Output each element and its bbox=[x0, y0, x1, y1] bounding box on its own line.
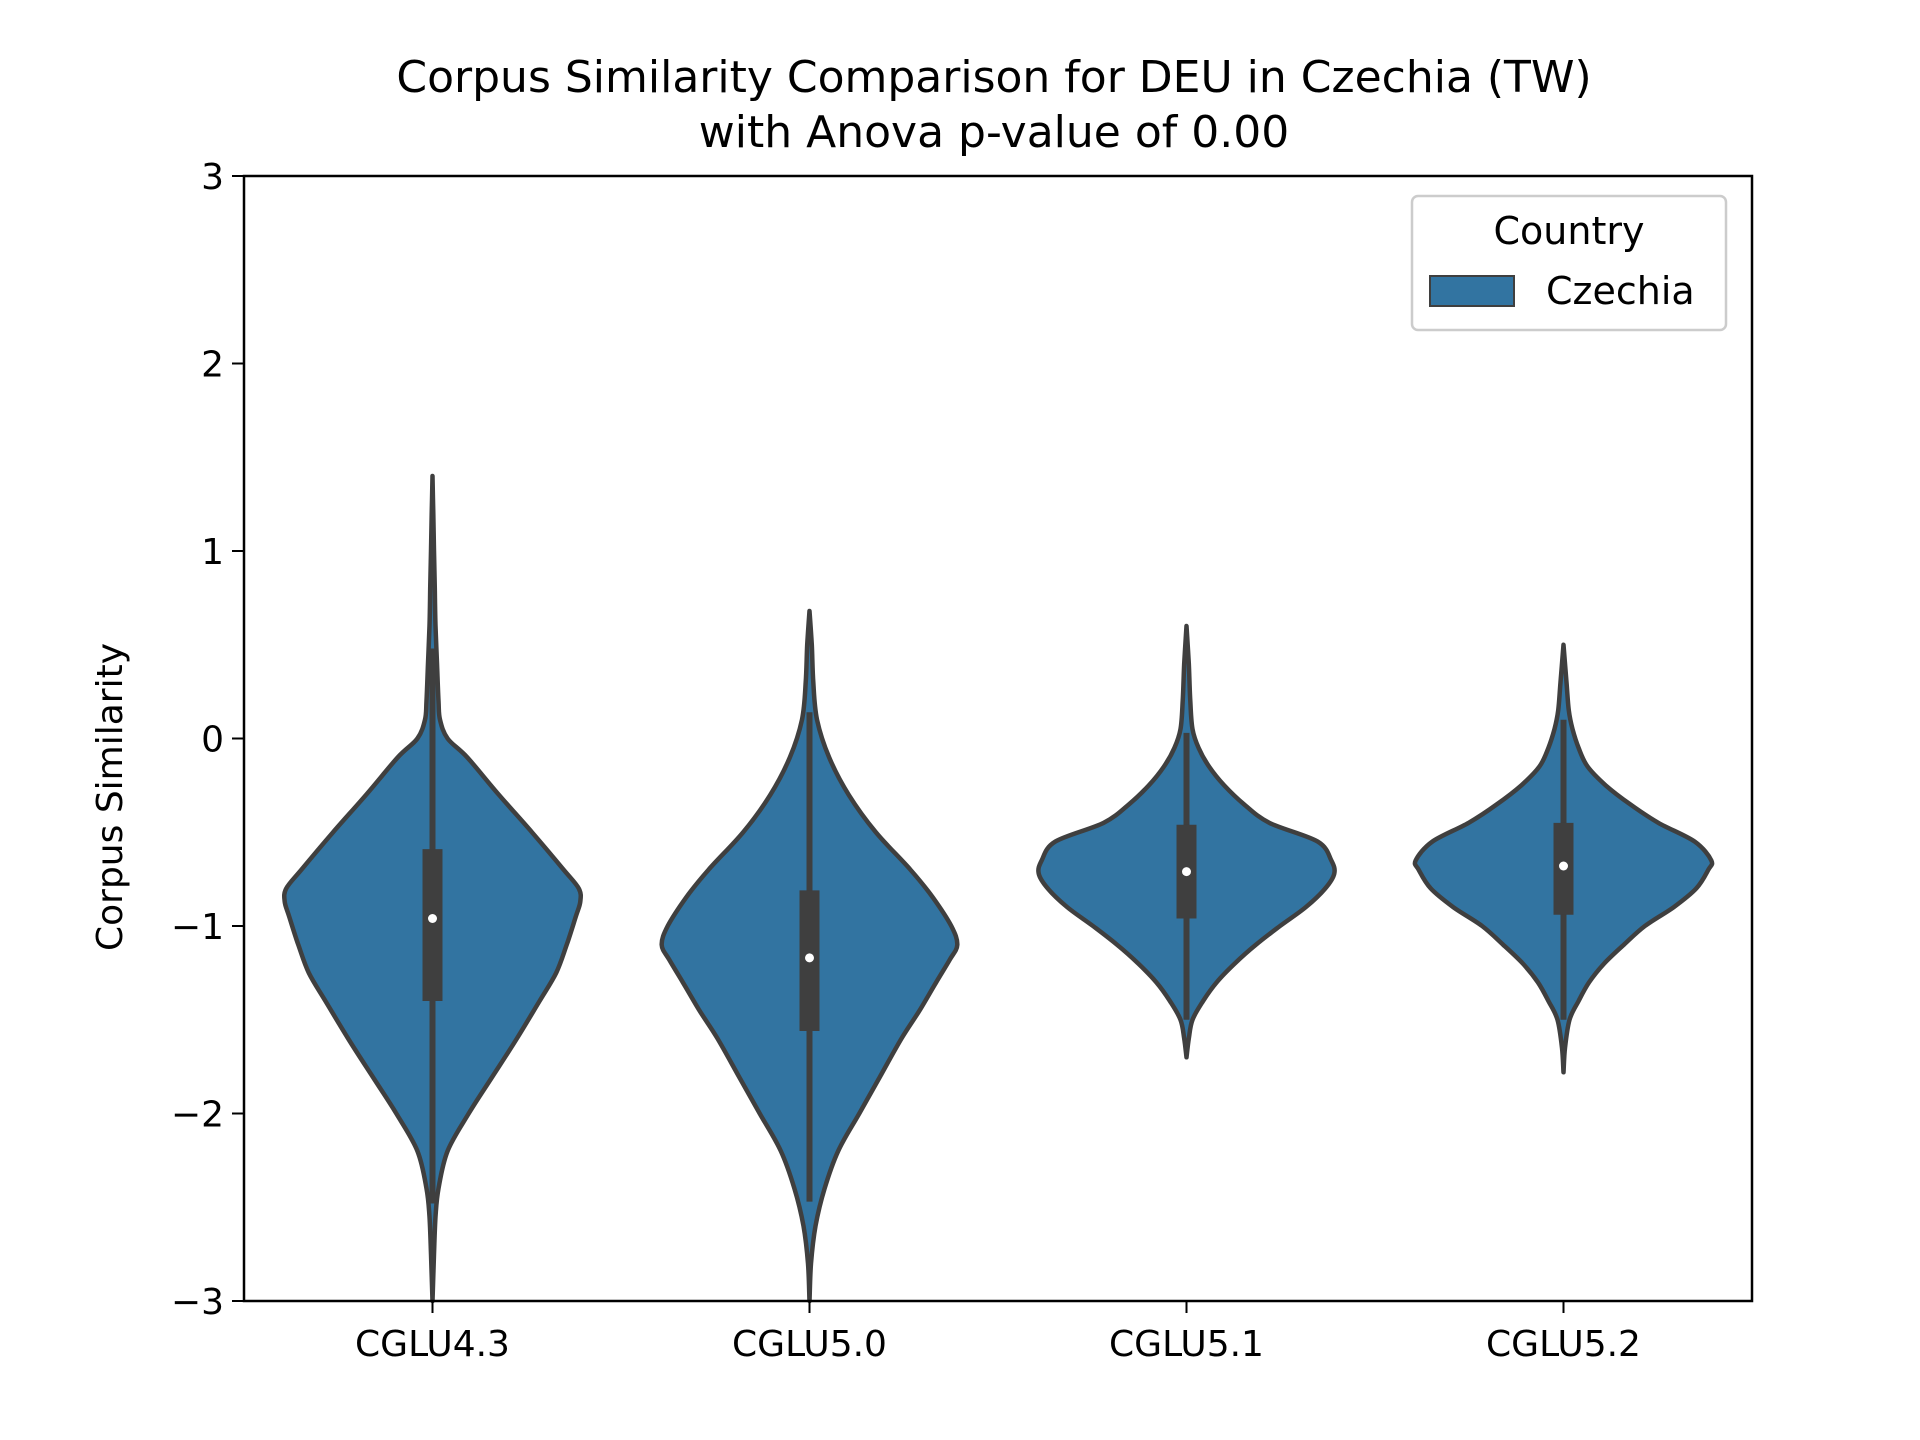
plot-frame bbox=[242, 174, 1754, 1303]
violin-median-CGLU5.1 bbox=[1182, 867, 1191, 877]
y-tick-label: 3 bbox=[201, 157, 224, 198]
legend-swatch-czechia bbox=[1429, 275, 1515, 307]
y-tick-label: 1 bbox=[201, 532, 224, 573]
violin-median-CGLU4.3 bbox=[428, 914, 437, 923]
legend: Country Czechia bbox=[1410, 194, 1728, 332]
legend-label-czechia: Czechia bbox=[1546, 269, 1695, 313]
y-axis-label: Corpus Similarity bbox=[90, 643, 131, 951]
y-tick-label: −1 bbox=[171, 907, 224, 948]
axes-layer: −3 −2 −1 0 1 2 3 CGLU4.3 CGLU5.0 CGLU5.1 CGLU5.2 bbox=[171, 157, 1754, 1365]
y-tick-label: −2 bbox=[171, 1095, 224, 1136]
x-tick-label-CGLU5.2: CGLU5.2 bbox=[1486, 1324, 1641, 1365]
x-tick-label-CGLU4.3: CGLU4.3 bbox=[355, 1324, 510, 1365]
legend-title: Country bbox=[1494, 209, 1645, 253]
violin-median-CGLU5.0 bbox=[805, 953, 814, 963]
violin-iqr-box-CGLU4.3 bbox=[422, 849, 443, 1001]
x-tick-label-CGLU5.0: CGLU5.0 bbox=[732, 1324, 887, 1365]
violins-layer bbox=[281, 473, 1715, 1304]
y-tick-label: −3 bbox=[171, 1282, 224, 1323]
chart-title: Corpus Similarity Comparison for DEU in … bbox=[396, 52, 1591, 103]
y-tick-label: 2 bbox=[201, 345, 224, 386]
x-tick-label-CGLU5.1: CGLU5.1 bbox=[1109, 1324, 1264, 1365]
chart-subtitle: with Anova p-value of 0.00 bbox=[699, 107, 1289, 158]
y-tick-label: 0 bbox=[201, 720, 224, 761]
violin-median-CGLU5.2 bbox=[1559, 861, 1568, 871]
